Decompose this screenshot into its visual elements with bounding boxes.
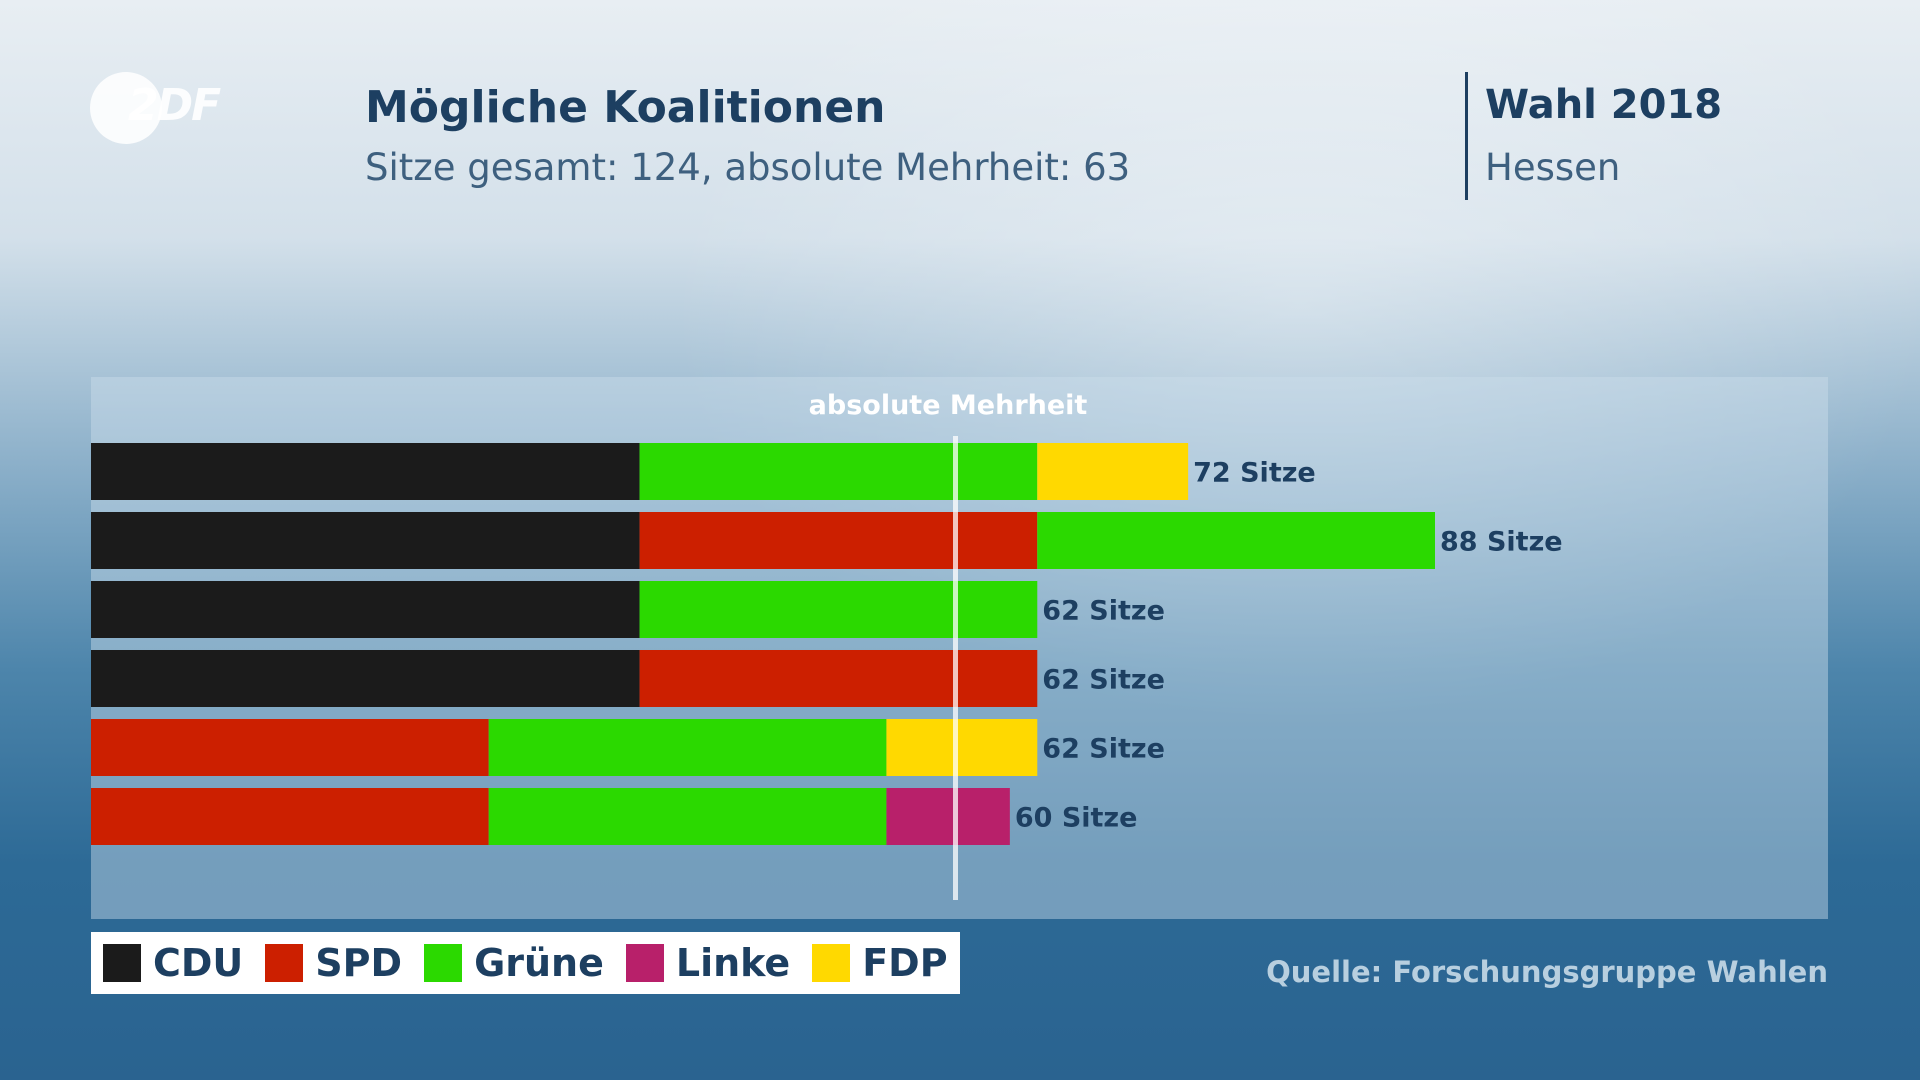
zdf-logo: 2DF	[90, 72, 270, 147]
legend-item-spd: SPD	[265, 941, 402, 985]
legend-item-gruene: Grüne	[424, 941, 604, 985]
legend-item-fdp: FDP	[812, 941, 948, 985]
bar-row6-spd	[91, 788, 489, 845]
legend-item-linke: Linke	[625, 941, 791, 985]
bar-row2-cdu	[91, 512, 640, 569]
row2-total-label: 88 Sitze	[1440, 527, 1563, 558]
row4-total-label: 62 Sitze	[1042, 665, 1165, 696]
source-note: Quelle: Forschungsgruppe Wahlen	[1266, 955, 1828, 989]
legend-label-linke: Linke	[675, 941, 791, 985]
legend-swatch-fdp	[812, 944, 851, 982]
bar-row1-fdp	[1037, 443, 1189, 500]
bar-row2-spd	[639, 512, 1038, 569]
bar-row5-fdp	[886, 719, 1038, 776]
bar-row5-gruene	[488, 719, 887, 776]
bar-row4-spd	[639, 650, 1038, 707]
legend-swatch-spd	[265, 944, 304, 982]
region-name: Hessen	[1485, 146, 1621, 189]
bar-row3-cdu	[91, 581, 640, 638]
legend-label-fdp: FDP	[862, 941, 948, 985]
majority-label: absolute Mehrheit	[809, 390, 1088, 421]
election-name: Wahl 2018	[1485, 82, 1723, 128]
majority-line	[953, 436, 958, 900]
legend-swatch-cdu	[103, 944, 141, 982]
bar-row2-gruene	[1037, 512, 1435, 569]
bar-row4-cdu	[91, 650, 640, 707]
legend: CDU SPD Grüne Linke FDP	[91, 932, 960, 994]
legend-swatch-linke	[625, 944, 664, 982]
row6-total-label: 60 Sitze	[1015, 803, 1138, 834]
row5-total-label: 62 Sitze	[1042, 734, 1165, 765]
logo-circle	[90, 72, 162, 144]
logo-text: 2DF	[128, 80, 221, 131]
bar-row5-spd	[91, 719, 489, 776]
bar-row6-gruene	[488, 788, 887, 845]
legend-label-cdu: CDU	[153, 941, 244, 985]
legend-item-cdu: CDU	[103, 941, 243, 985]
chart-subtitle: Sitze gesamt: 124, absolute Mehrheit: 63	[365, 146, 1131, 189]
bar-row1-cdu	[91, 443, 640, 500]
row1-total-label: 72 Sitze	[1193, 458, 1316, 489]
chart-title: Mögliche Koalitionen	[365, 82, 886, 133]
row3-total-label: 62 Sitze	[1042, 596, 1165, 627]
legend-label-gruene: Grüne	[474, 941, 604, 985]
legend-swatch-gruene	[424, 944, 463, 982]
header-divider	[1465, 72, 1468, 200]
bar-row3-gruene	[639, 581, 1038, 638]
bar-row6-linke	[886, 788, 1010, 845]
bar-row1-gruene	[639, 443, 1038, 500]
legend-label-spd: SPD	[315, 941, 403, 985]
